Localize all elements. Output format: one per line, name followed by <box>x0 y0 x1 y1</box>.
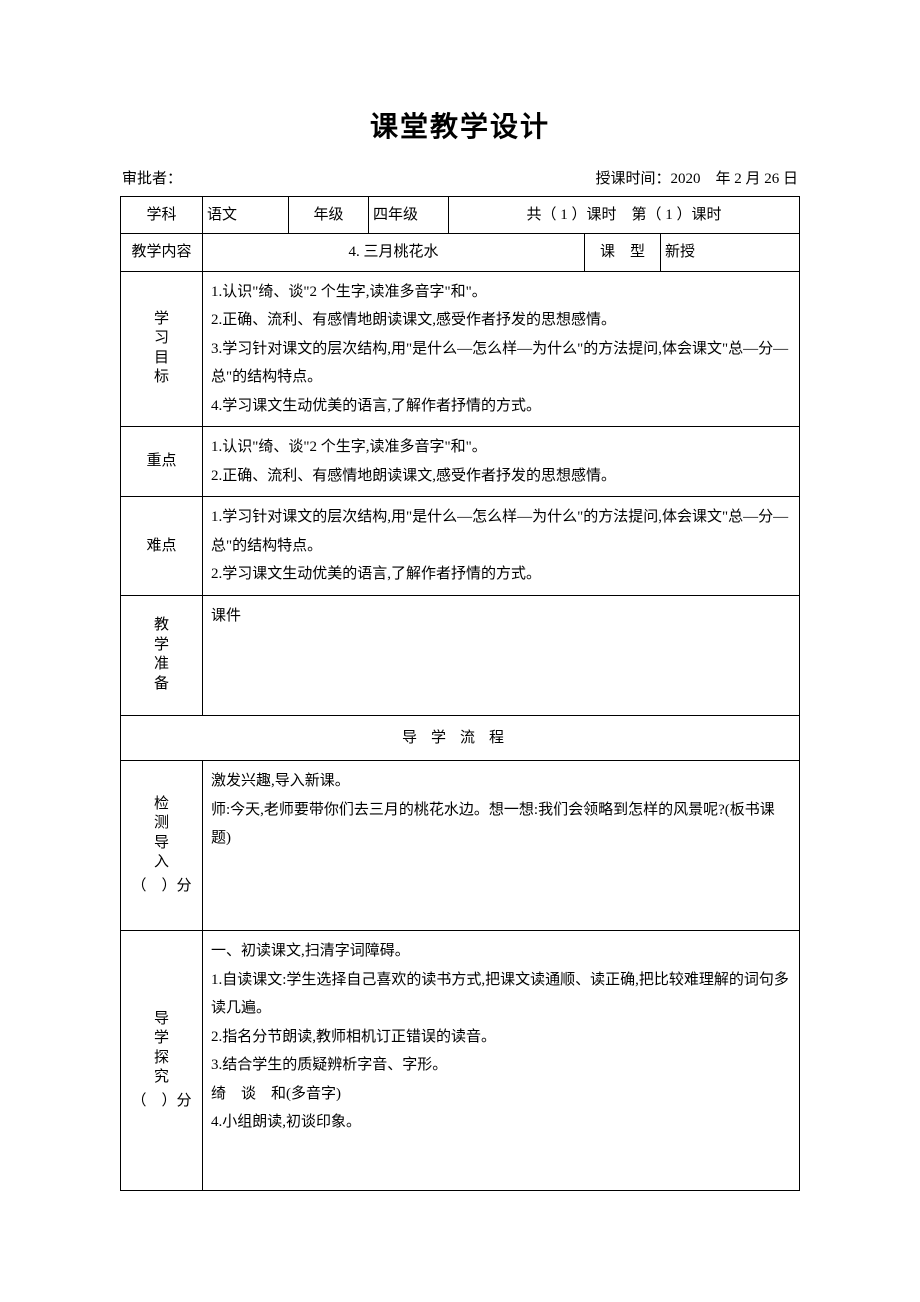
table-row: 导学流程 <box>121 715 800 761</box>
objectives-label-text: 学习目标 <box>127 310 196 388</box>
objectives-text: 1.认识"绮、谈"2 个生字,读准多音字"和"。2.正确、流利、有感情地朗读课文… <box>203 271 800 427</box>
keypoint-label: 重点 <box>121 427 203 497</box>
subject-label: 学科 <box>121 196 203 234</box>
section1-label: 检测导入 （ ）分 <box>121 761 203 931</box>
table-row: 难点 1.学习针对课文的层次结构,用"是什么—怎么样—为什么"的方法提问,体会课… <box>121 497 800 596</box>
prep-text: 课件 <box>203 595 800 715</box>
difficulty-text: 1.学习针对课文的层次结构,用"是什么—怎么样—为什么"的方法提问,体会课文"总… <box>203 497 800 596</box>
grade-label: 年级 <box>289 196 369 234</box>
flow-header: 导学流程 <box>121 715 800 761</box>
grade-value: 四年级 <box>369 196 449 234</box>
table-row: 检测导入 （ ）分 激发兴趣,导入新课。师:今天,老师要带你们去三月的桃花水边。… <box>121 761 800 931</box>
content-value: 4. 三月桃花水 <box>203 234 585 272</box>
prep-label: 教学准备 <box>121 595 203 715</box>
table-row: 重点 1.认识"绮、谈"2 个生字,读准多音字"和"。2.正确、流利、有感情地朗… <box>121 427 800 497</box>
section1-text: 激发兴趣,导入新课。师:今天,老师要带你们去三月的桃花水边。想一想:我们会领略到… <box>203 761 800 931</box>
table-row: 教学准备 课件 <box>121 595 800 715</box>
periods-text: 共（ 1 ）课时 第（ 1 ）课时 <box>449 196 800 234</box>
difficulty-label: 难点 <box>121 497 203 596</box>
table-row: 导学探究 （ ）分 一、初读课文,扫清字词障碍。1.自读课文:学生选择自己喜欢的… <box>121 931 800 1191</box>
table-row: 教学内容 4. 三月桃花水 课 型 新授 <box>121 234 800 272</box>
time-value: 2020 年 2 月 26 日 <box>670 171 798 187</box>
section1-label-text: 检测导入 （ ）分 <box>127 795 196 897</box>
time-label: 授课时间： <box>595 171 670 187</box>
header-line: 审批者： 授课时间：2020 年 2 月 26 日 <box>120 165 800 194</box>
section1-minutes: （ ）分 <box>127 877 196 897</box>
table-row: 学习目标 1.认识"绮、谈"2 个生字,读准多音字"和"。2.正确、流利、有感情… <box>121 271 800 427</box>
type-label: 课 型 <box>585 234 661 272</box>
lesson-time: 授课时间：2020 年 2 月 26 日 <box>595 165 798 194</box>
prep-label-text: 教学准备 <box>127 616 196 694</box>
section2-text: 一、初读课文,扫清字词障碍。1.自读课文:学生选择自己喜欢的读书方式,把课文读通… <box>203 931 800 1191</box>
subject-value: 语文 <box>203 196 289 234</box>
content-label: 教学内容 <box>121 234 203 272</box>
section2-label: 导学探究 （ ）分 <box>121 931 203 1191</box>
section2-minutes: （ ）分 <box>127 1092 196 1112</box>
lesson-plan-table: 学科 语文 年级 四年级 共（ 1 ）课时 第（ 1 ）课时 教学内容 4. 三… <box>120 196 800 1192</box>
page-title: 课堂教学设计 <box>120 100 800 153</box>
table-row: 学科 语文 年级 四年级 共（ 1 ）课时 第（ 1 ）课时 <box>121 196 800 234</box>
approver-label: 审批者： <box>122 165 182 194</box>
objectives-label: 学习目标 <box>121 271 203 427</box>
section2-label-text: 导学探究 （ ）分 <box>127 1010 196 1112</box>
type-value: 新授 <box>661 234 800 272</box>
keypoint-text: 1.认识"绮、谈"2 个生字,读准多音字"和"。2.正确、流利、有感情地朗读课文… <box>203 427 800 497</box>
